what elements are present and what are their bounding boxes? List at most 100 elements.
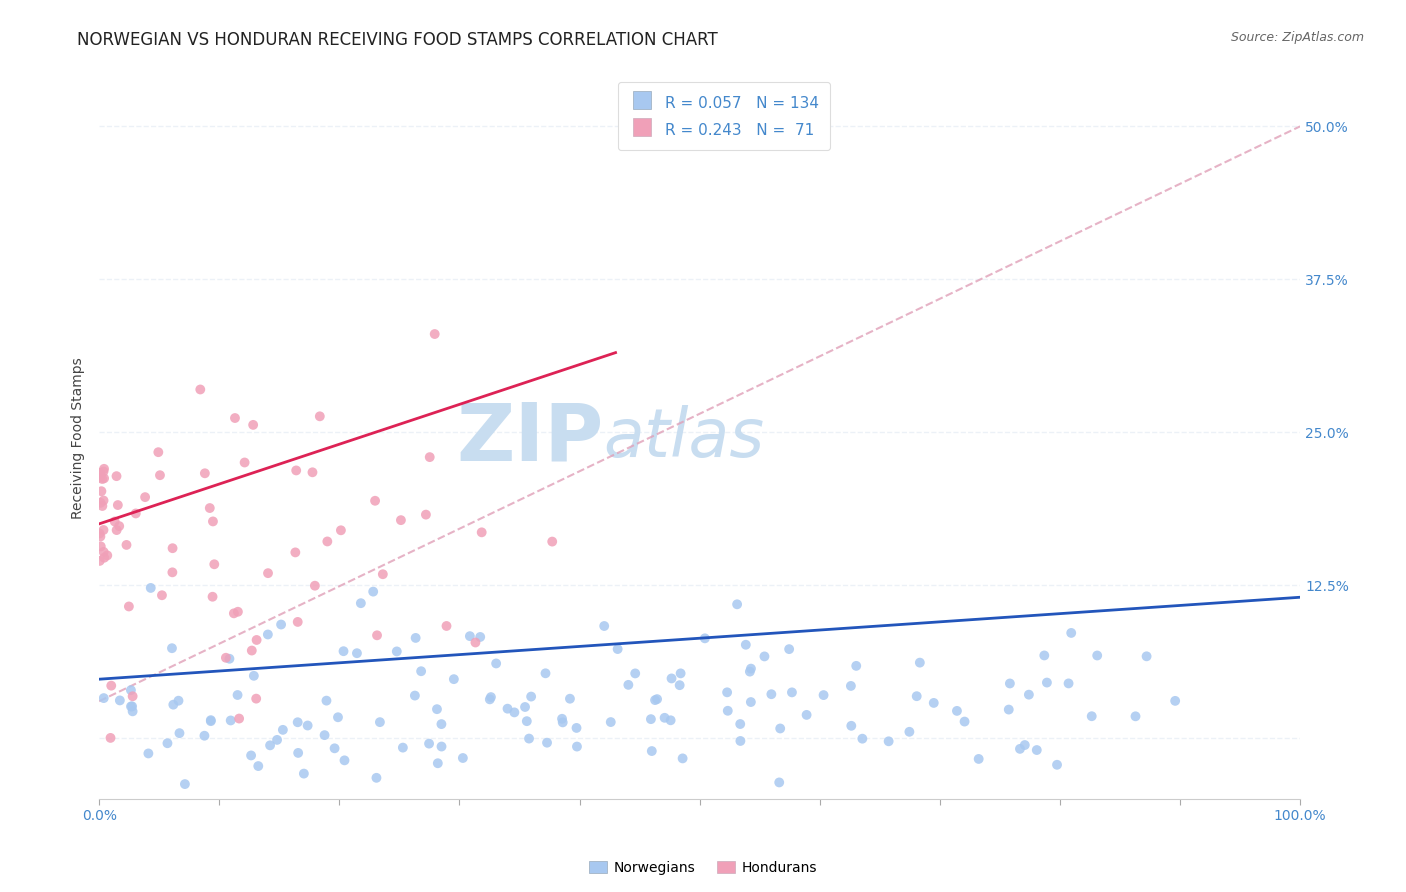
Point xyxy=(734,638,756,652)
Point xyxy=(451,751,474,765)
Point xyxy=(308,409,330,424)
Point xyxy=(922,696,945,710)
Point xyxy=(470,630,492,644)
Point xyxy=(717,704,740,718)
Point xyxy=(149,468,172,483)
Point xyxy=(160,641,183,656)
Point xyxy=(89,466,111,480)
Point xyxy=(541,534,564,549)
Point xyxy=(148,445,170,459)
Point xyxy=(364,493,387,508)
Point xyxy=(89,471,111,485)
Point xyxy=(385,644,408,658)
Point xyxy=(668,678,690,692)
Point xyxy=(118,599,141,614)
Point xyxy=(426,756,449,771)
Point xyxy=(392,740,415,755)
Point xyxy=(188,383,211,397)
Point xyxy=(967,752,990,766)
Point xyxy=(329,523,352,537)
Point xyxy=(287,615,309,629)
Point xyxy=(89,529,111,543)
Point xyxy=(93,545,115,559)
Point xyxy=(120,683,142,698)
Point xyxy=(224,411,246,425)
Point xyxy=(426,702,449,716)
Point xyxy=(644,693,666,707)
Point xyxy=(121,704,143,718)
Point xyxy=(91,472,114,486)
Point xyxy=(645,692,668,706)
Point xyxy=(233,455,256,469)
Point xyxy=(121,699,143,714)
Point xyxy=(121,690,143,704)
Point xyxy=(716,685,738,699)
Point xyxy=(659,713,682,727)
Point xyxy=(551,715,574,730)
Point xyxy=(93,462,115,476)
Point xyxy=(270,617,292,632)
Point xyxy=(89,526,111,541)
Point xyxy=(654,711,676,725)
Point xyxy=(418,737,440,751)
Point xyxy=(436,619,458,633)
Point xyxy=(565,721,588,735)
Point xyxy=(346,646,368,660)
Point xyxy=(162,541,184,556)
Point xyxy=(243,669,266,683)
Point xyxy=(242,417,264,432)
Legend: R = 0.057   N = 134, R = 0.243   N =  71: R = 0.057 N = 134, R = 0.243 N = 71 xyxy=(617,82,830,151)
Point xyxy=(91,499,114,513)
Point xyxy=(430,739,453,754)
Point xyxy=(851,731,873,746)
Point xyxy=(266,732,288,747)
Point xyxy=(257,627,280,641)
Point xyxy=(314,728,336,742)
Point xyxy=(485,657,508,671)
Point xyxy=(740,662,762,676)
Point xyxy=(200,713,222,727)
Point xyxy=(661,672,683,686)
Point xyxy=(730,734,752,748)
Point xyxy=(754,649,776,664)
Point xyxy=(108,693,131,707)
Point xyxy=(908,656,931,670)
Point xyxy=(839,679,862,693)
Point xyxy=(520,690,543,704)
Point xyxy=(1057,676,1080,690)
Point xyxy=(169,726,191,740)
Point xyxy=(218,652,240,666)
Text: ZIP: ZIP xyxy=(457,400,603,477)
Point xyxy=(316,534,339,549)
Point xyxy=(405,631,427,645)
Point xyxy=(120,699,142,714)
Point xyxy=(222,607,245,621)
Text: NORWEGIAN VS HONDURAN RECEIVING FOOD STAMPS CORRELATION CHART: NORWEGIAN VS HONDURAN RECEIVING FOOD STA… xyxy=(77,31,718,49)
Point xyxy=(423,326,446,341)
Point xyxy=(536,736,558,750)
Point xyxy=(326,710,349,724)
Point xyxy=(93,493,115,508)
Point xyxy=(1080,709,1102,723)
Point xyxy=(1025,743,1047,757)
Point xyxy=(1014,738,1036,752)
Point xyxy=(1033,648,1056,663)
Point xyxy=(247,759,270,773)
Point xyxy=(404,689,426,703)
Point xyxy=(641,744,664,758)
Point xyxy=(257,566,280,581)
Text: atlas: atlas xyxy=(603,405,765,471)
Point xyxy=(332,644,354,658)
Point xyxy=(517,731,540,746)
Point xyxy=(226,605,249,619)
Point xyxy=(202,558,225,572)
Point xyxy=(997,702,1019,716)
Point xyxy=(669,666,692,681)
Point xyxy=(167,694,190,708)
Point xyxy=(905,689,928,703)
Point xyxy=(284,545,307,559)
Point xyxy=(565,739,588,754)
Point xyxy=(693,632,716,646)
Point xyxy=(458,629,481,643)
Point xyxy=(134,490,156,504)
